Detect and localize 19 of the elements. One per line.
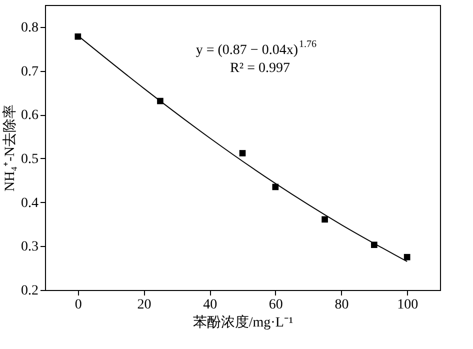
x-tick-label: 60 xyxy=(268,298,283,312)
y-tick-label: 0.4 xyxy=(21,196,38,211)
x-tick-label: 0 xyxy=(74,298,82,312)
y-tick-label: 0.5 xyxy=(21,152,38,167)
x-tick-label: 80 xyxy=(334,298,349,312)
x-tick-label: 100 xyxy=(397,298,418,312)
annotation: R² = 0.997 xyxy=(230,61,290,76)
x-axis-title: 苯酚浓度/mg·L⁻¹ xyxy=(192,314,294,330)
point xyxy=(239,150,246,156)
x-tick-label: 40 xyxy=(203,298,218,312)
y-axis-title: NH₄⁺-N去除率 xyxy=(2,104,18,192)
y-tick-label: 0.7 xyxy=(21,64,38,80)
y-tick-label: 0.3 xyxy=(21,240,38,255)
point xyxy=(322,216,328,223)
point xyxy=(404,254,410,260)
y-tick-label: 0.8 xyxy=(21,20,38,36)
y-tick-label: 0.2 xyxy=(21,284,38,298)
x-tick-label: 20 xyxy=(137,298,152,312)
y-tick-label: 0.6 xyxy=(21,108,38,124)
